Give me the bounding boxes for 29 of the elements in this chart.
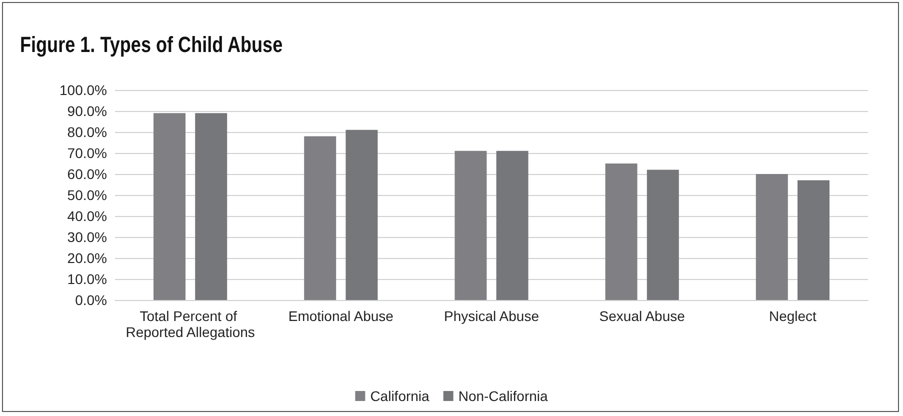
legend-label: California [370, 388, 430, 404]
bar [605, 164, 638, 300]
bar [646, 170, 679, 300]
y-tick-label: 20.0% [67, 250, 107, 266]
y-tick-label: 50.0% [67, 187, 107, 203]
x-tick-label: Total Percent of Reported Allegations [126, 308, 255, 340]
bar [195, 113, 228, 300]
x-tick-label: Physical Abuse [444, 308, 540, 324]
y-tick-label: 70.0% [67, 145, 107, 161]
bar [756, 174, 788, 300]
bar [304, 136, 336, 300]
legend-label: Non-California [458, 388, 548, 404]
bar [496, 150, 528, 300]
y-tick-label: 0.0% [75, 292, 107, 308]
y-tick-label: 30.0% [67, 229, 107, 245]
x-tick-label: Emotional Abuse [288, 308, 394, 324]
y-tick-label: 100.0% [60, 82, 107, 98]
y-tick-label: 40.0% [67, 208, 107, 224]
bar [454, 150, 487, 300]
y-tick-label: 10.0% [67, 271, 107, 287]
y-tick-label: 60.0% [67, 166, 107, 182]
bar [798, 180, 830, 300]
x-tick-label: Neglect [768, 308, 817, 324]
y-tick-label: 90.0% [67, 103, 107, 119]
y-tick-label: 80.0% [67, 124, 107, 140]
bar [346, 130, 378, 300]
chart-title: Figure 1. Types of Child Abuse [20, 32, 283, 58]
x-tick-label: Sexual Abuse [599, 308, 686, 324]
bar [154, 113, 186, 300]
